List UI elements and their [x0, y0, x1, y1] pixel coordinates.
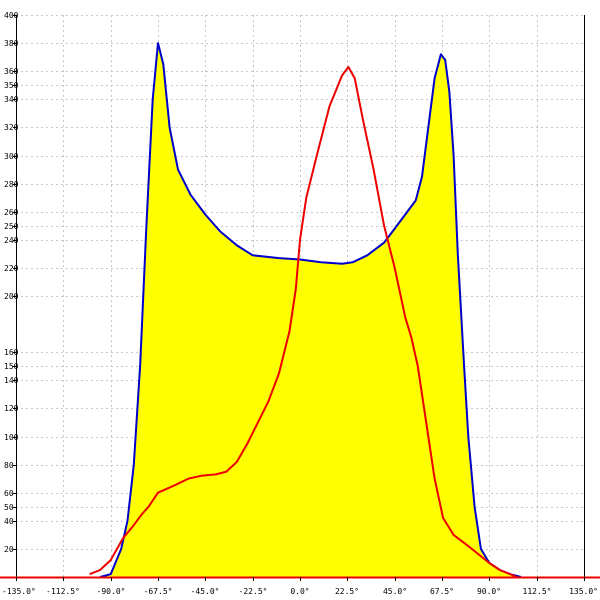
y-tick-label: 380 — [4, 39, 19, 48]
y-tick-label: 220 — [4, 264, 19, 273]
y-tick-label: 400 — [4, 11, 19, 20]
y-tick-label: 200 — [4, 292, 19, 301]
y-tick-label: 340 — [4, 95, 19, 104]
y-tick-label: 50 — [4, 503, 14, 512]
x-tick-label: 90.0° — [477, 587, 501, 596]
y-tick-label: 40 — [4, 517, 14, 526]
x-tick-label: 45.0° — [383, 587, 407, 596]
x-tick-label: -135.0° — [2, 587, 36, 596]
x-tick-label: 135.0° — [569, 587, 598, 596]
x-tick-label: -22.5° — [239, 587, 268, 596]
series-group — [89, 42, 522, 578]
x-tick-label: -90.0° — [97, 587, 126, 596]
y-tick-label: 80 — [4, 461, 14, 470]
y-tick-label: 300 — [4, 152, 19, 161]
x-tick-labels: -135.0° -112.5° -90.0° -67.5° -45.0° -22.5° 0.… — [2, 577, 598, 596]
series-line-2 — [89, 66, 518, 578]
x-tick-label: 67.5° — [430, 587, 454, 596]
y-tick-label: 280 — [4, 180, 19, 189]
y-tick-label: 320 — [4, 123, 19, 132]
x-tick-label: 0.0° — [290, 587, 309, 596]
y-tick-label: 160 — [4, 348, 19, 357]
y-tick-label: 20 — [4, 545, 14, 554]
y-tick-label: 350 — [4, 81, 19, 90]
y-tick-label: 250 — [4, 222, 19, 231]
y-tick-label: 60 — [4, 489, 14, 498]
y-tick-label: 240 — [4, 236, 19, 245]
series-line-1 — [99, 42, 522, 578]
y-tick-label: 260 — [4, 208, 19, 217]
y-tick-label: 100 — [4, 433, 19, 442]
y-tick-label: 360 — [4, 67, 19, 76]
y-tick-labels: 20 40 50 60 80 100 120 140 150 160 200 220 240 250 260… — [4, 11, 19, 554]
y-tick-label: 120 — [4, 404, 19, 413]
x-tick-label: -112.5° — [46, 587, 80, 596]
x-tick-label: 22.5° — [335, 587, 359, 596]
series-area-1 — [100, 43, 521, 578]
x-tick-label: -45.0° — [191, 587, 220, 596]
x-tick-label: 112.5° — [523, 587, 552, 596]
y-tick-label: 150 — [4, 362, 19, 371]
y-tick-label: 140 — [4, 376, 19, 385]
x-tick-label: -67.5° — [144, 587, 173, 596]
